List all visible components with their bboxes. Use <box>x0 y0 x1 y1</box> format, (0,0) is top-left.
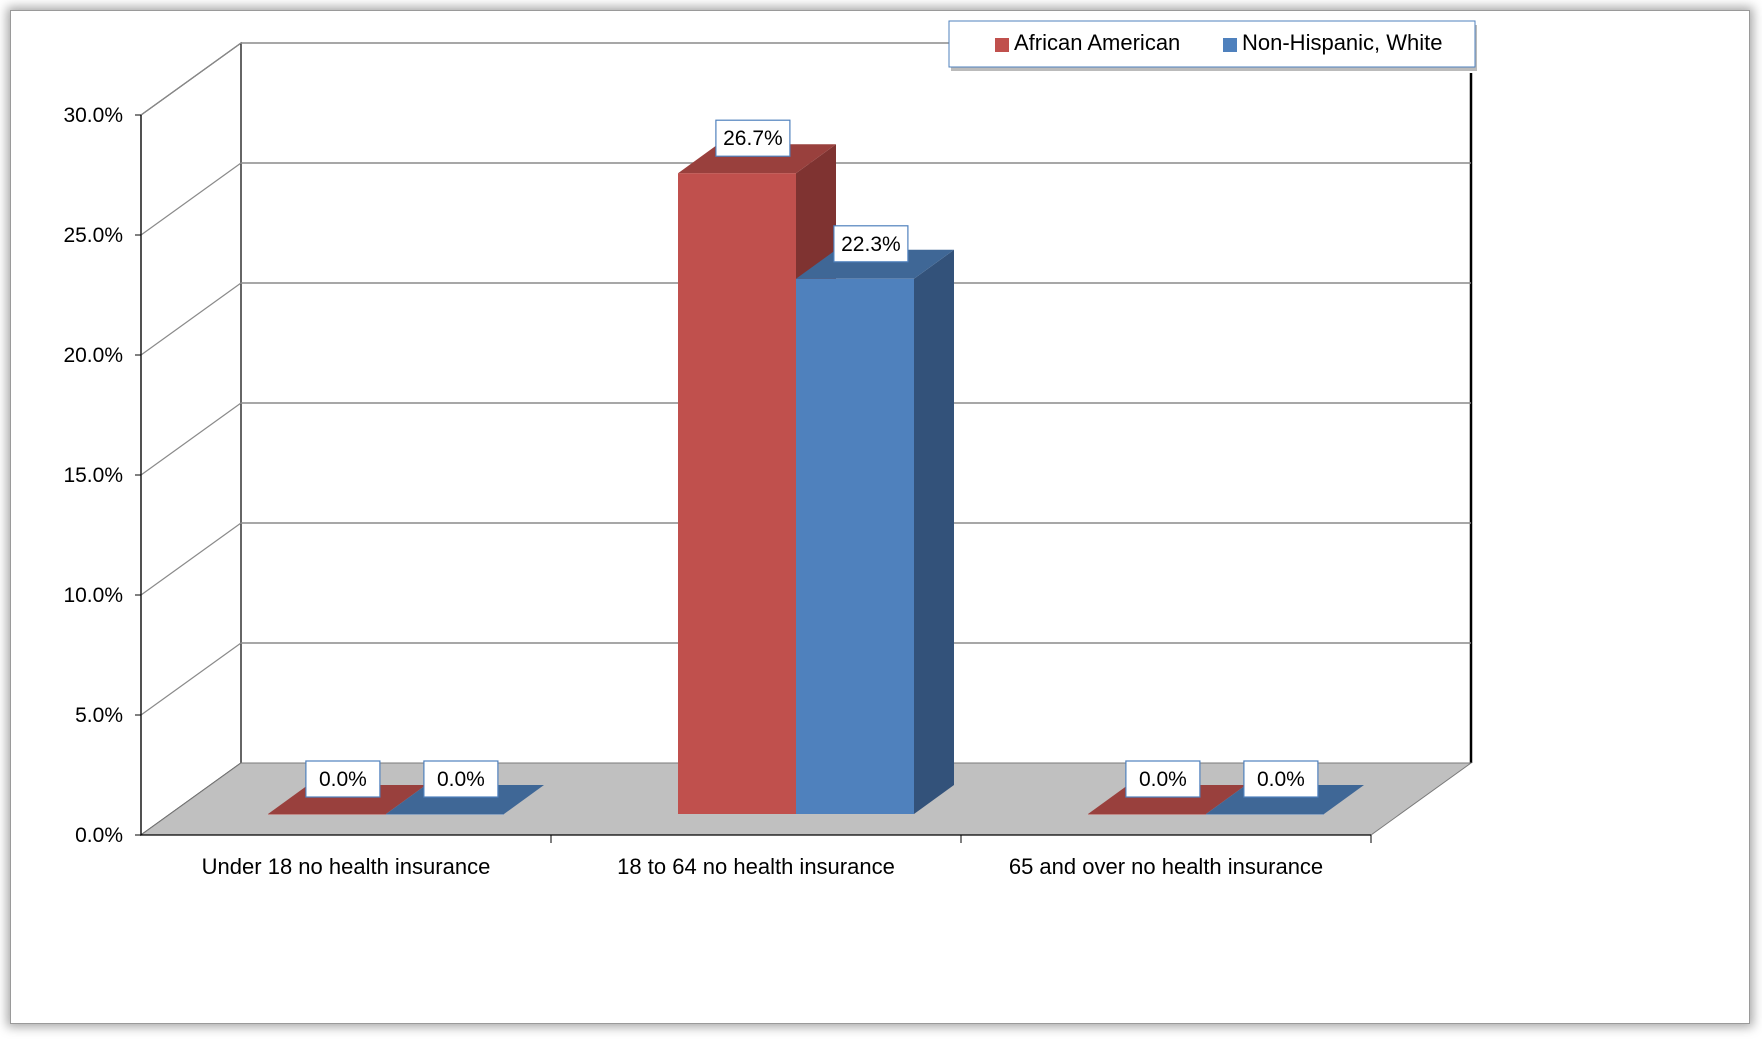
y-tick-label: 20.0% <box>63 344 123 367</box>
bar <box>386 814 504 815</box>
bar <box>1088 814 1206 815</box>
gridline-diagonal <box>140 522 242 596</box>
data-label: 0.0% <box>1257 768 1305 791</box>
bar <box>268 814 386 815</box>
y-tick-label: 0.0% <box>75 824 123 847</box>
chart-frame: 0.0% 5.0% 10.0% 15.0% 20.0% 25.0% 30.0% Under 1… <box>10 10 1750 1024</box>
data-label: 26.7% <box>723 127 783 150</box>
axes: 0.0% 5.0% 10.0% 15.0% 20.0% 25.0% 30.0% Under 1… <box>63 104 1372 879</box>
bar <box>796 278 914 814</box>
data-label-box <box>305 760 381 798</box>
legend: African American Non-Hispanic, White <box>948 20 1477 71</box>
data-label-box <box>1243 760 1319 798</box>
data-label: 0.0% <box>1139 768 1187 791</box>
y-tick-label: 5.0% <box>75 704 123 727</box>
gridline-diagonal <box>140 42 242 116</box>
data-label: 0.0% <box>319 768 367 791</box>
legend-swatch <box>995 38 1009 52</box>
y-tick-label: 15.0% <box>63 464 123 487</box>
gridline-diagonal <box>140 642 242 716</box>
legend-label: Non-Hispanic, White <box>1242 30 1443 55</box>
bar <box>678 173 796 814</box>
chart-svg: 0.0% 5.0% 10.0% 15.0% 20.0% 25.0% 30.0% Under 1… <box>63 20 1477 879</box>
legend-box <box>948 20 1476 68</box>
gridline-diagonal <box>140 162 242 236</box>
x-category-label: Under 18 no health insurance <box>202 854 491 879</box>
gridline-diagonal <box>140 402 242 476</box>
x-category-label: 65 and over no health insurance <box>1009 854 1323 879</box>
data-labels: 0.0% 26.7% 0.0% 0.0% 22.3% 0.0% <box>305 119 1319 798</box>
data-label-box <box>1125 760 1201 798</box>
data-label: 22.3% <box>841 233 901 256</box>
legend-label: African American <box>1014 30 1180 55</box>
gridline-diagonal <box>140 282 242 356</box>
data-label: 0.0% <box>437 768 485 791</box>
y-tick-label: 30.0% <box>63 104 123 127</box>
y-tick-label: 25.0% <box>63 224 123 247</box>
data-label-box <box>715 119 791 157</box>
y-tick-label: 10.0% <box>63 584 123 607</box>
bar <box>1206 814 1324 815</box>
legend-swatch <box>1223 38 1237 52</box>
x-category-label: 18 to 64 no health insurance <box>617 854 895 879</box>
data-label-box <box>423 760 499 798</box>
bars <box>268 144 1364 815</box>
bar-side <box>914 249 954 815</box>
data-label-box <box>833 225 909 263</box>
